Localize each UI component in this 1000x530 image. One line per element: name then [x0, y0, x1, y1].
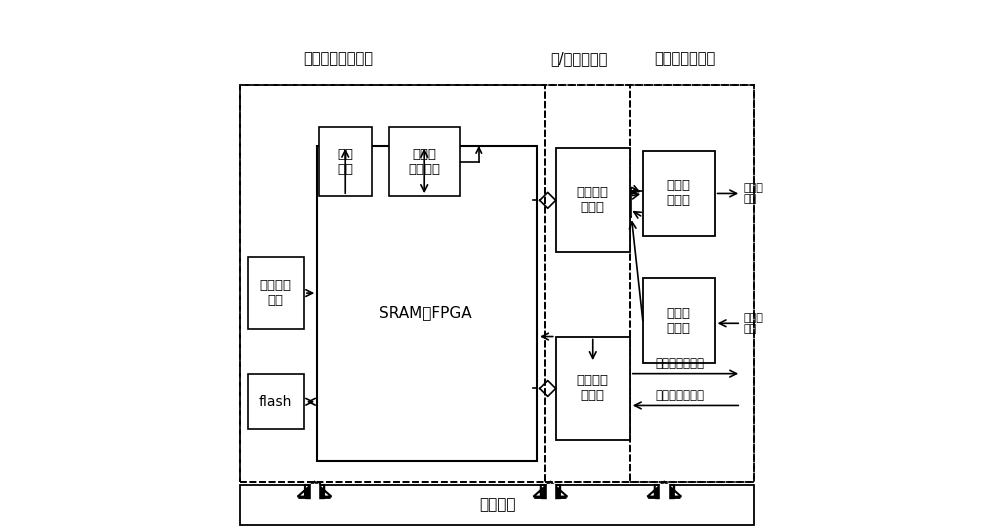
Polygon shape	[534, 482, 566, 498]
Text: 空间光: 空间光	[744, 183, 764, 193]
Polygon shape	[655, 485, 674, 498]
Text: 光/电转换电路: 光/电转换电路	[550, 51, 607, 66]
FancyBboxPatch shape	[248, 374, 304, 429]
Polygon shape	[541, 485, 560, 498]
Polygon shape	[547, 484, 554, 499]
Polygon shape	[311, 484, 318, 499]
FancyBboxPatch shape	[240, 485, 754, 525]
FancyBboxPatch shape	[389, 127, 460, 196]
FancyBboxPatch shape	[319, 127, 372, 196]
Text: 接收: 接收	[744, 324, 757, 333]
Text: SRAM型FPGA: SRAM型FPGA	[379, 305, 472, 320]
FancyBboxPatch shape	[317, 146, 537, 461]
Text: flash: flash	[259, 395, 292, 409]
FancyBboxPatch shape	[643, 278, 715, 363]
Text: 收发一体
光模块: 收发一体 光模块	[577, 187, 609, 214]
Text: 低噪声
光放大: 低噪声 光放大	[667, 307, 691, 334]
Polygon shape	[533, 482, 567, 497]
Polygon shape	[660, 484, 668, 499]
Text: 收发一体
光模块: 收发一体 光模块	[577, 375, 609, 402]
FancyBboxPatch shape	[556, 148, 630, 252]
Text: 接收业务光信号: 接收业务光信号	[656, 388, 705, 402]
Polygon shape	[647, 482, 681, 497]
Text: 高速接口
晶振: 高速接口 晶振	[260, 279, 292, 307]
FancyBboxPatch shape	[643, 151, 715, 236]
Polygon shape	[648, 482, 680, 498]
Text: 大功率
光放大: 大功率 光放大	[667, 180, 691, 207]
Text: 外部
晶振: 外部 晶振	[337, 148, 353, 175]
Polygon shape	[298, 482, 331, 497]
Polygon shape	[299, 482, 330, 498]
Text: 数字信号处理电路: 数字信号处理电路	[303, 51, 373, 66]
Text: 回传业务光信号: 回传业务光信号	[656, 357, 705, 370]
Polygon shape	[305, 485, 324, 498]
FancyBboxPatch shape	[556, 337, 630, 440]
Text: 发射: 发射	[744, 194, 757, 204]
Text: 光信号处理电路: 光信号处理电路	[654, 51, 715, 66]
Text: 空间光: 空间光	[744, 313, 764, 323]
Text: 调试与
下载电路: 调试与 下载电路	[408, 148, 440, 175]
Text: 电源电路: 电源电路	[479, 497, 516, 513]
FancyBboxPatch shape	[248, 257, 304, 329]
